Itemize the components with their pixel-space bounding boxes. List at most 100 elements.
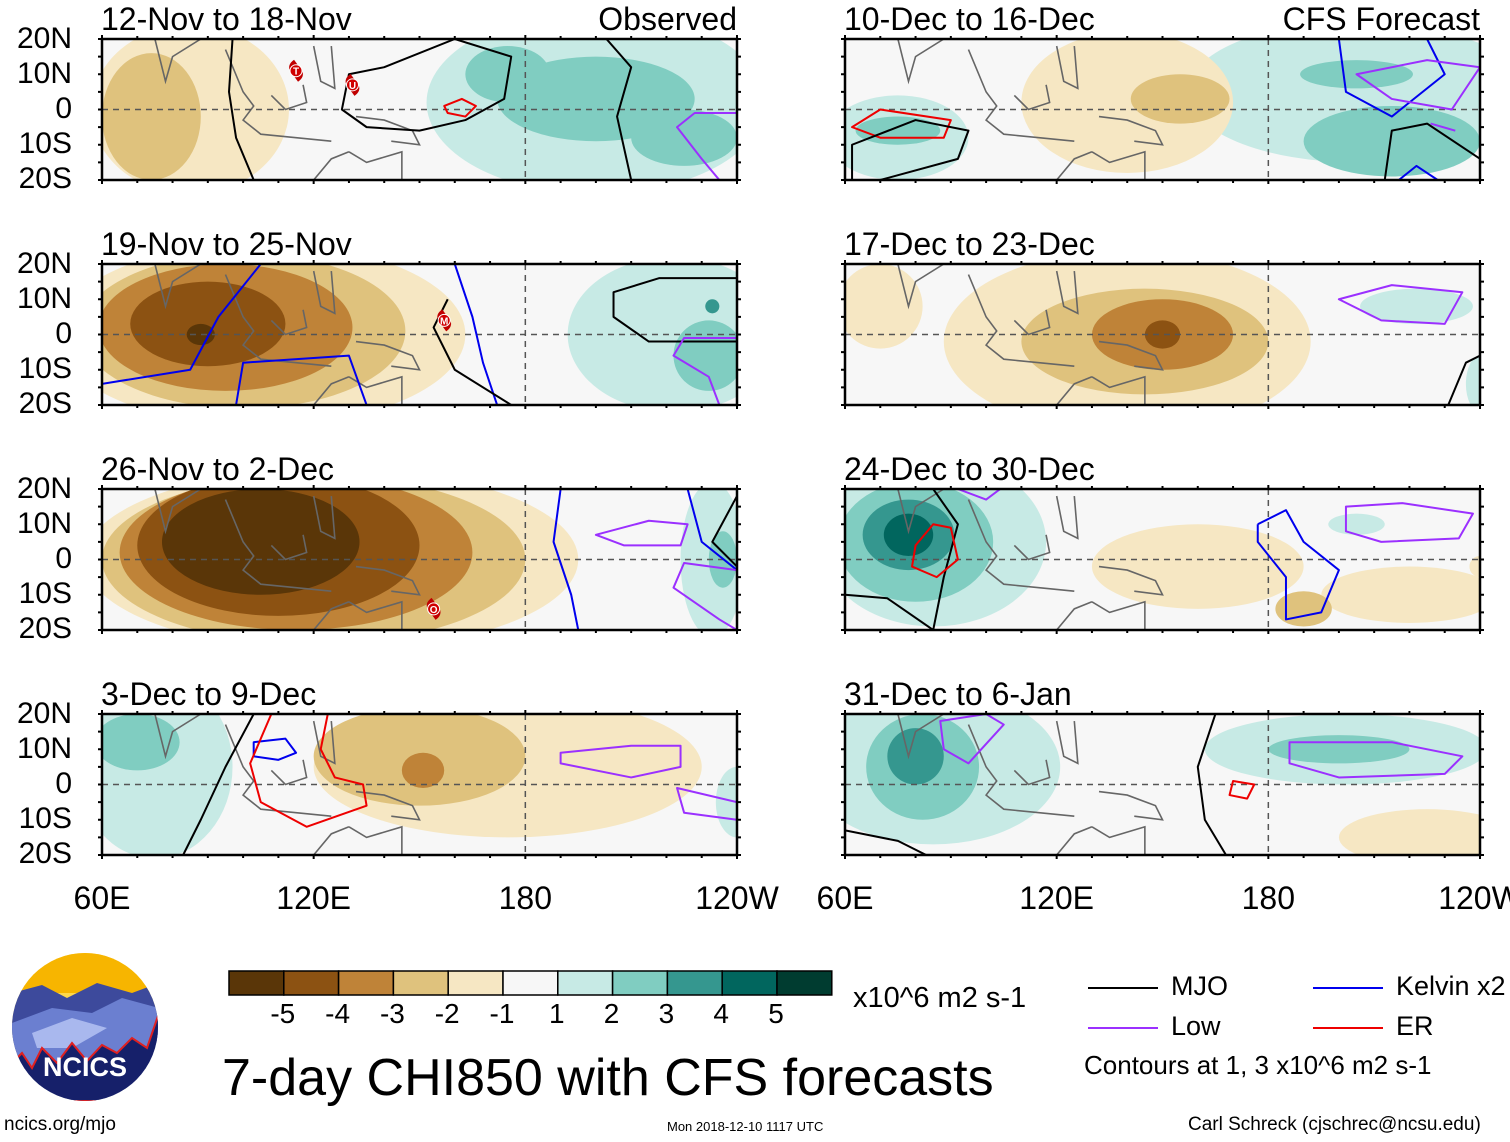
chi-anomaly-region bbox=[102, 53, 201, 180]
coastline bbox=[1055, 720, 1079, 765]
lat-label: 20S bbox=[18, 837, 72, 870]
chi-anomaly-region bbox=[1091, 524, 1304, 609]
storm-label: U bbox=[349, 81, 356, 92]
low-contour bbox=[672, 337, 737, 405]
lat-label: 0 bbox=[55, 767, 72, 800]
lon-label: 180 bbox=[1241, 880, 1296, 916]
er-contour bbox=[911, 523, 959, 579]
figure-title: 7-day CHI850 with CFS forecasts bbox=[222, 1049, 994, 1107]
chi-anomaly-region bbox=[887, 728, 944, 785]
lat-label: 10N bbox=[16, 57, 72, 90]
coastline bbox=[154, 489, 202, 535]
er-contour bbox=[249, 714, 368, 828]
coastline bbox=[1056, 376, 1093, 405]
coastline bbox=[312, 270, 336, 315]
low-contour bbox=[676, 112, 737, 180]
lat-label: 20S bbox=[18, 162, 72, 195]
legend-label-kelvin: Kelvin x2 bbox=[1396, 971, 1506, 1001]
coastline bbox=[312, 45, 336, 90]
mjo-contour bbox=[605, 39, 633, 180]
lat-label: 10N bbox=[16, 282, 72, 315]
low-contour bbox=[957, 489, 1001, 501]
legend-line-low bbox=[1088, 1027, 1158, 1029]
timestamp: Mon 2018-12-10 1117 UTC bbox=[667, 1119, 824, 1134]
author-credit: Carl Schreck (cjschrec@ncsu.edu) bbox=[1188, 1114, 1481, 1135]
storm-label: O bbox=[430, 605, 438, 616]
kelvin-contour bbox=[1398, 164, 1439, 180]
colorbar bbox=[228, 970, 833, 996]
colorbar-tick-label: -4 bbox=[325, 998, 351, 1029]
lat-label: 10S bbox=[18, 577, 72, 610]
lon-label: 120W bbox=[1438, 880, 1510, 916]
low-contour bbox=[1430, 122, 1456, 132]
lon-label: 120W bbox=[695, 880, 779, 916]
chi-anomaly-region bbox=[855, 116, 941, 145]
legend-label-low: Low bbox=[1171, 1011, 1221, 1041]
lon-label: 120E bbox=[276, 880, 352, 916]
coastline bbox=[1091, 825, 1146, 855]
colorbar-tick-label: -3 bbox=[379, 998, 405, 1029]
panel-right-title: Observed bbox=[598, 1, 737, 37]
tropical-cyclone-icon: M bbox=[437, 309, 452, 332]
coastline bbox=[1055, 495, 1079, 540]
coastline bbox=[348, 600, 403, 630]
lon-label: 60E bbox=[73, 880, 131, 916]
coastline bbox=[313, 376, 350, 405]
coastline bbox=[1098, 790, 1164, 821]
coastline bbox=[270, 84, 308, 111]
lat-label: 10S bbox=[18, 352, 72, 385]
coastline bbox=[1013, 84, 1051, 111]
map-panel bbox=[841, 485, 1484, 634]
legend-line-er bbox=[1313, 1027, 1383, 1029]
coastline bbox=[154, 39, 202, 85]
coastline bbox=[154, 714, 202, 760]
map-panel: TU bbox=[98, 35, 741, 184]
colorbar-swatch bbox=[283, 970, 340, 996]
coastline bbox=[1013, 759, 1051, 786]
coastline bbox=[1056, 601, 1093, 630]
coastline bbox=[355, 790, 421, 821]
kelvin-contour bbox=[686, 489, 737, 571]
legend-label-mjo: MJO bbox=[1171, 971, 1228, 1001]
units-label: x10^6 m2 s-1 bbox=[853, 982, 1027, 1014]
lon-label: 60E bbox=[816, 880, 874, 916]
colorbar-tick-label: 3 bbox=[658, 998, 675, 1029]
coastline bbox=[224, 274, 332, 368]
lon-label: 120E bbox=[1019, 880, 1095, 916]
source-url[interactable]: ncics.org/mjo bbox=[4, 1114, 116, 1135]
colorbar-swatch bbox=[447, 970, 504, 996]
colorbar-tick-label: -1 bbox=[489, 998, 515, 1029]
colorbar-swatch bbox=[776, 970, 833, 996]
lat-label: 20N bbox=[16, 472, 72, 505]
map-panel bbox=[841, 260, 1484, 409]
coastline bbox=[967, 724, 1075, 818]
coastline bbox=[313, 601, 350, 630]
tropical-cyclone-icon: U bbox=[345, 73, 360, 96]
coastline bbox=[897, 489, 945, 535]
chi-anomaly-region bbox=[1328, 513, 1385, 535]
chi-anomaly-region bbox=[1144, 320, 1181, 349]
coastline bbox=[224, 499, 332, 593]
coastline bbox=[348, 825, 403, 855]
lat-label: 0 bbox=[55, 317, 72, 350]
coastline bbox=[355, 340, 421, 371]
mjo-contour bbox=[228, 39, 255, 180]
storm-label: M bbox=[440, 316, 448, 327]
colorbar-tick-label: 4 bbox=[713, 998, 729, 1029]
chi-anomaly-region bbox=[1360, 288, 1473, 324]
mjo-contour bbox=[182, 714, 255, 855]
panel-title: 26-Nov to 2-Dec bbox=[101, 451, 334, 487]
map-panel: M bbox=[98, 260, 741, 409]
map-panel bbox=[841, 35, 1484, 184]
colorbar-swatch bbox=[557, 970, 614, 996]
coastline bbox=[270, 759, 308, 786]
coastline bbox=[1091, 375, 1146, 405]
colorbar-swatch bbox=[502, 970, 559, 996]
coastline bbox=[1091, 600, 1146, 630]
ncics-logo-icon: NCICS bbox=[12, 953, 158, 1101]
coastline bbox=[1013, 309, 1051, 336]
chi-anomaly-region bbox=[102, 714, 180, 771]
map-panel: O bbox=[98, 485, 741, 634]
coastline bbox=[897, 39, 945, 85]
coastline bbox=[967, 274, 1075, 368]
